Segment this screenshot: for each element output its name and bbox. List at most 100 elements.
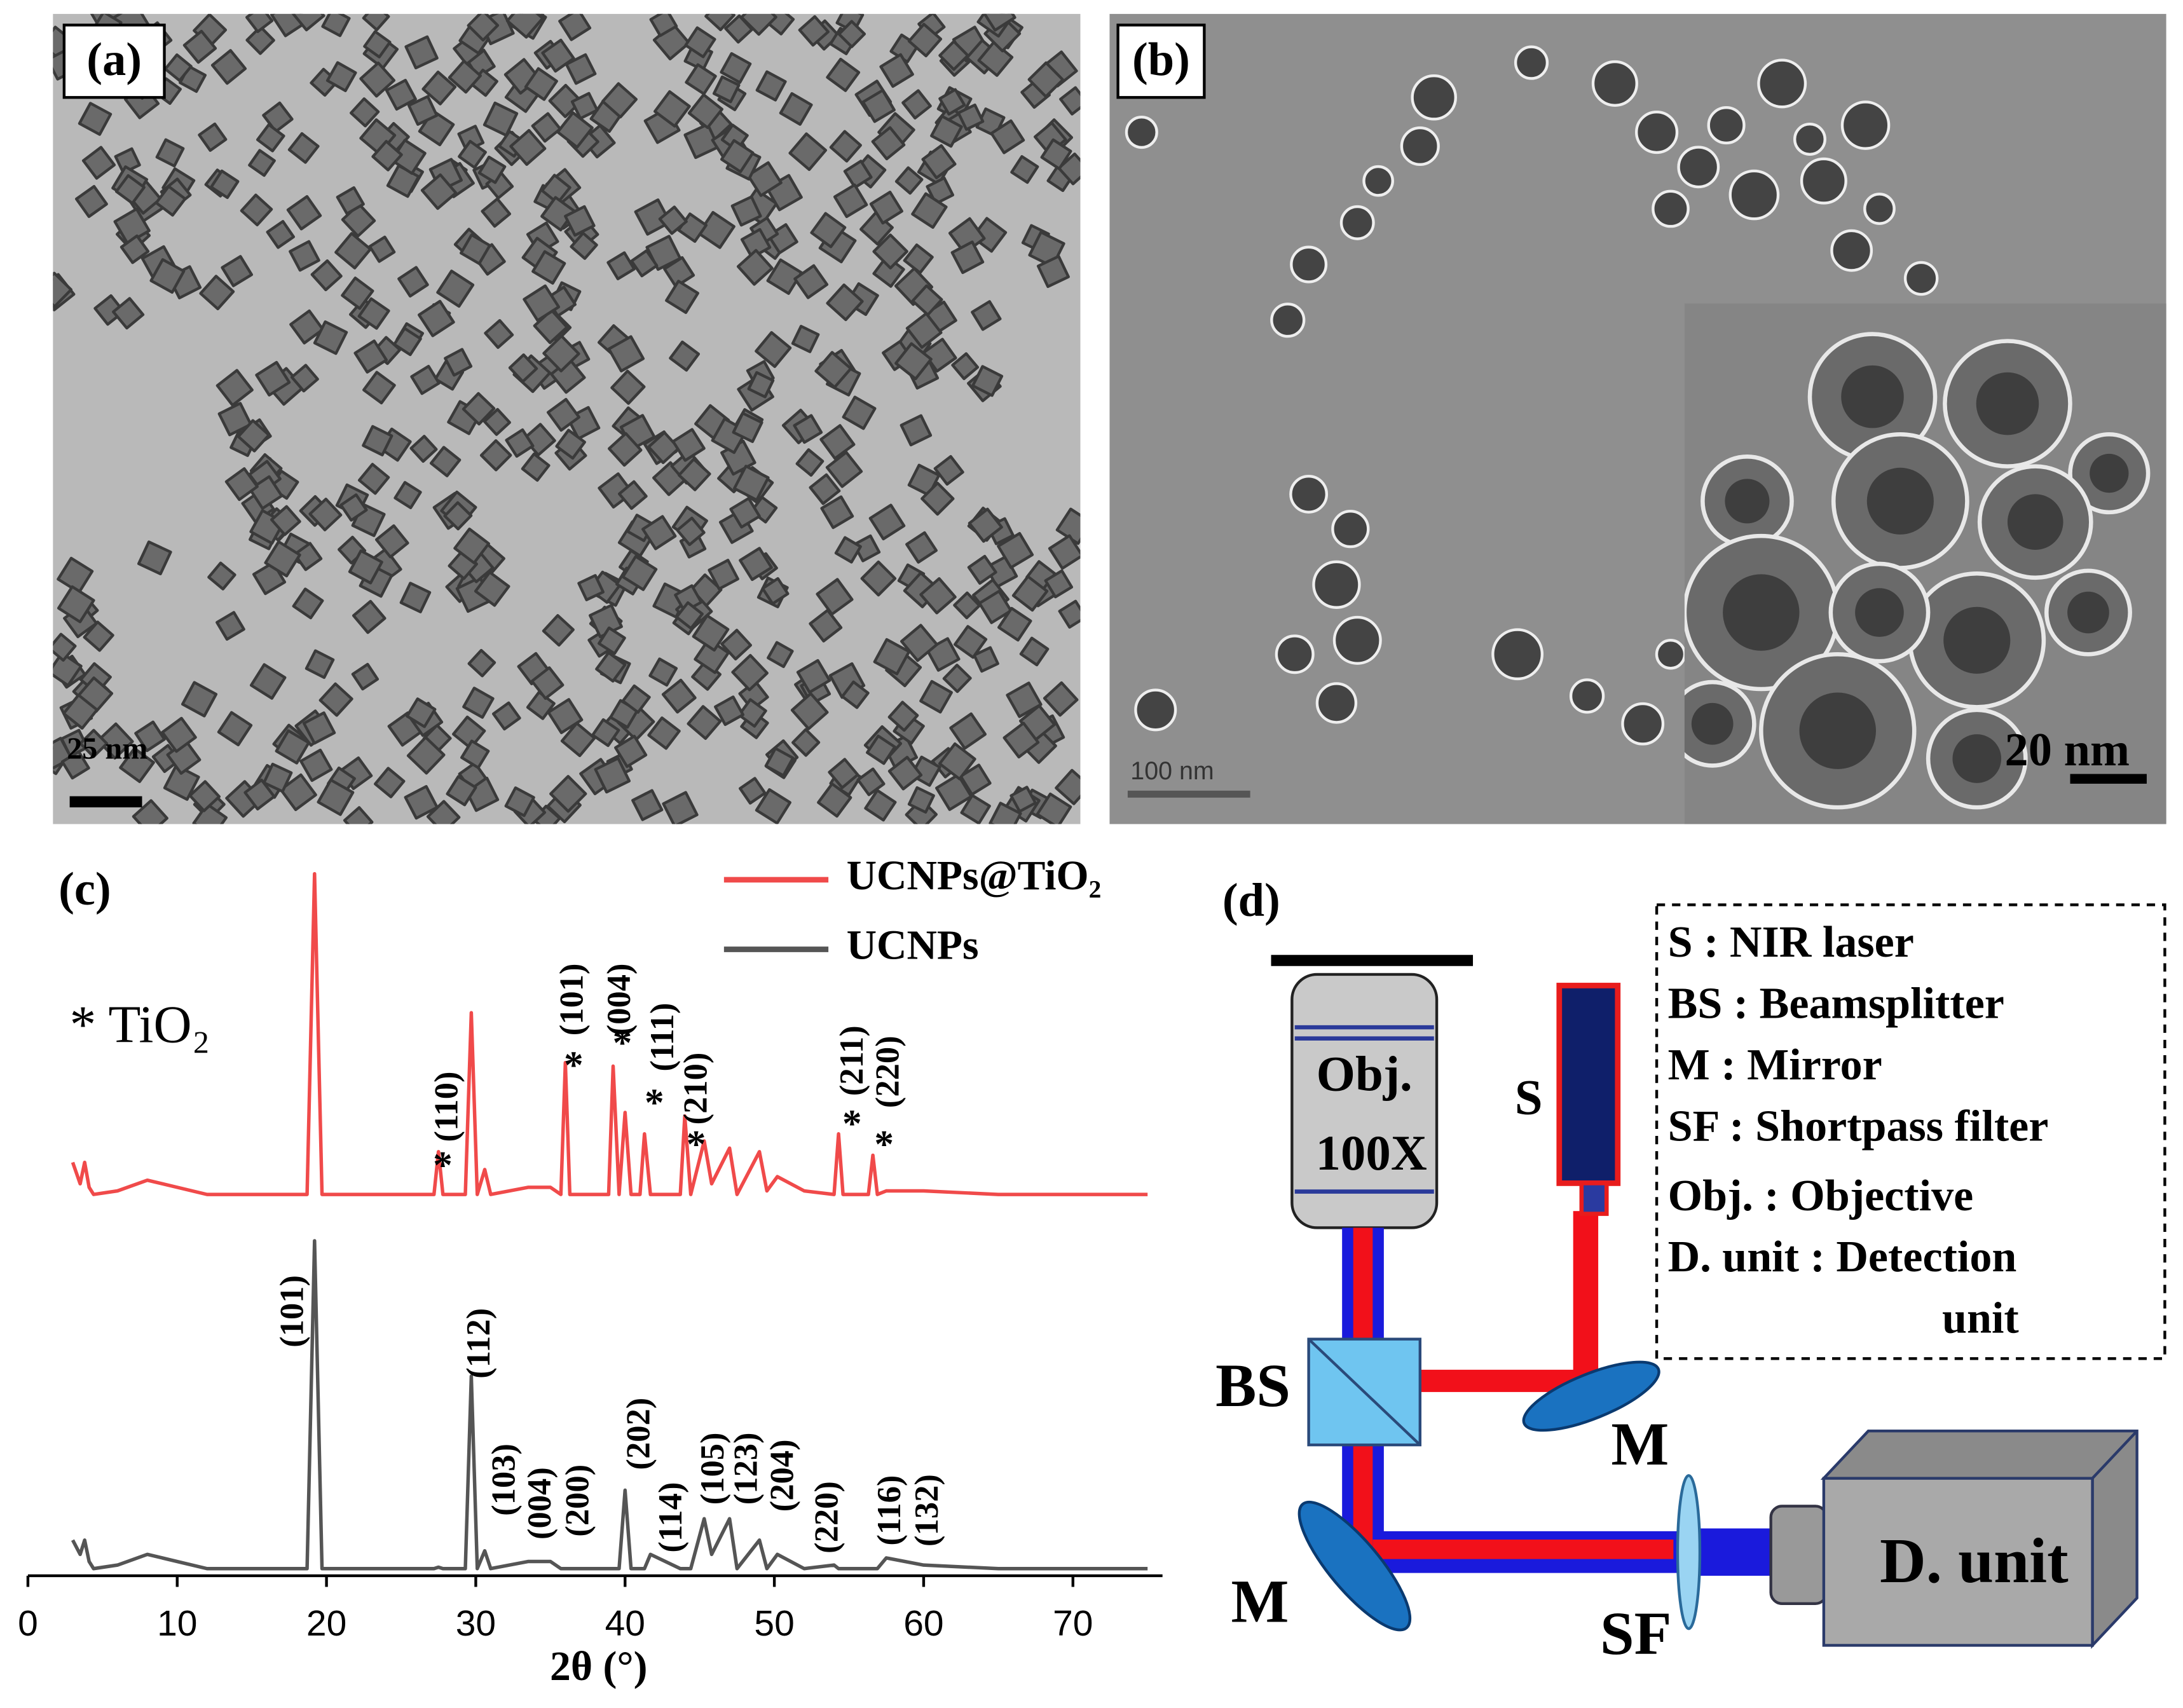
particle <box>210 169 240 200</box>
peak-marker: * <box>645 1081 664 1124</box>
particle <box>755 788 791 824</box>
particle <box>523 284 561 322</box>
particle <box>530 666 565 700</box>
particle <box>248 149 276 177</box>
particle <box>560 721 596 758</box>
particle <box>997 606 1032 642</box>
particle <box>641 515 677 550</box>
laser-aperture <box>1579 1181 1609 1216</box>
particle-core <box>1976 372 2039 435</box>
particle <box>919 680 953 714</box>
particle <box>990 119 1025 154</box>
particle <box>410 364 441 395</box>
particle <box>458 139 487 169</box>
x-tick-label: 50 <box>754 1603 794 1644</box>
particle <box>318 682 353 717</box>
particle <box>810 212 847 249</box>
particle <box>621 684 651 714</box>
particle <box>1040 138 1072 170</box>
particle <box>930 114 963 148</box>
particle <box>791 325 820 353</box>
key-entry: unit <box>1942 1294 2019 1342</box>
particle <box>83 620 114 652</box>
key-entry: S : NIR laser <box>1668 918 1914 967</box>
particle <box>1289 474 1329 514</box>
particle <box>479 439 512 472</box>
particle <box>894 166 924 195</box>
particle <box>647 716 681 750</box>
particle <box>368 235 396 263</box>
particle <box>997 531 1034 570</box>
particle <box>243 778 276 811</box>
particle <box>163 764 200 801</box>
particle <box>350 97 380 128</box>
beamsplitter-label: BS <box>1215 1351 1290 1419</box>
filter-label: SF <box>1600 1599 1671 1667</box>
particle <box>938 742 976 781</box>
particle <box>1569 678 1605 714</box>
particle <box>353 339 388 374</box>
particle-core <box>1691 702 1734 745</box>
particle <box>1400 126 1440 167</box>
particle <box>1006 681 1043 718</box>
particle <box>154 185 187 217</box>
particle <box>720 52 752 85</box>
particle <box>685 63 717 95</box>
peak-marker: * <box>433 1144 453 1187</box>
particle <box>1044 569 1074 599</box>
particle <box>1058 599 1081 629</box>
x-tick-label: 60 <box>903 1603 943 1644</box>
particle <box>1003 721 1040 759</box>
particle <box>671 428 706 462</box>
particle <box>1793 123 1826 156</box>
particle <box>404 785 439 820</box>
particle <box>97 722 134 760</box>
particle <box>907 786 935 814</box>
particle <box>648 657 678 687</box>
particle <box>950 240 985 275</box>
particle-core <box>1841 365 1904 428</box>
particle <box>467 648 496 678</box>
particle <box>837 20 866 48</box>
particle <box>460 739 490 769</box>
particle <box>429 446 462 477</box>
particle <box>951 352 980 380</box>
particle <box>720 629 753 661</box>
key: S : NIR laser BS : Beamsplitter M : Mirror… <box>1668 918 2049 1342</box>
particle <box>1036 255 1070 289</box>
key-box <box>1655 903 2166 1360</box>
particle <box>971 300 1002 331</box>
particle <box>630 249 659 278</box>
particle <box>53 652 83 687</box>
label-box <box>62 24 166 99</box>
particle <box>935 773 973 811</box>
particle <box>829 130 862 163</box>
peak-label: (111) <box>644 1002 681 1071</box>
particle <box>216 611 245 641</box>
particle <box>938 40 969 71</box>
particle <box>531 112 562 143</box>
particle <box>1491 628 1544 681</box>
key-entry: M : Mirror <box>1668 1041 1882 1090</box>
particle <box>181 681 218 718</box>
particle <box>474 571 510 607</box>
particle <box>556 111 594 149</box>
detector-port <box>1769 1505 1828 1605</box>
particle <box>900 414 933 447</box>
particle <box>207 561 236 591</box>
particle <box>505 13 544 39</box>
particle <box>57 585 95 624</box>
particle <box>864 789 897 822</box>
particle <box>1331 510 1370 549</box>
key-entry: Obj. : Objective <box>1668 1172 1974 1220</box>
particle-core <box>2067 591 2109 634</box>
particle <box>677 458 711 491</box>
particle <box>570 231 598 260</box>
particle <box>901 89 932 120</box>
filter <box>1676 1474 1702 1630</box>
particle <box>732 465 770 502</box>
particle <box>1707 106 1746 145</box>
objective-label: Obj. <box>1317 1046 1413 1102</box>
particle <box>460 233 491 265</box>
particle <box>62 693 99 730</box>
